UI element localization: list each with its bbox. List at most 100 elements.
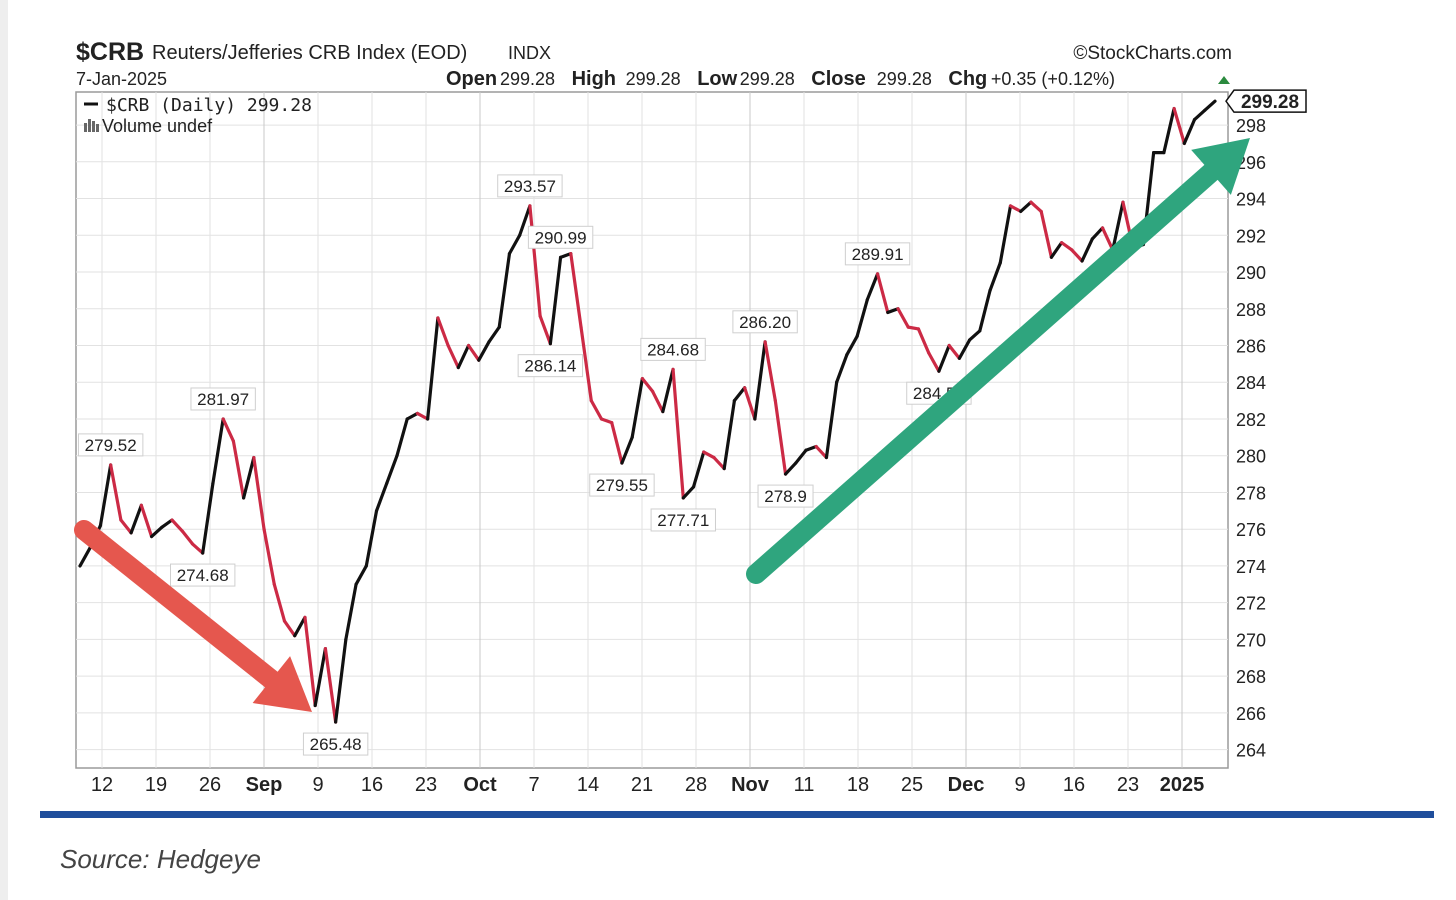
annotation-label: 289.91 — [852, 245, 904, 264]
ohlc-value: 299.28 — [626, 69, 681, 89]
last-value-box — [1225, 89, 1307, 113]
y-tick-label: 264 — [1236, 741, 1266, 761]
price-segment — [978, 288, 992, 333]
annotation-box — [732, 310, 798, 334]
price-segment — [426, 316, 440, 421]
annotation-box — [844, 242, 911, 266]
annotation-box — [640, 337, 706, 361]
price-segment — [344, 582, 358, 642]
last-value-label: 299.28 — [1241, 92, 1299, 113]
price-segment — [160, 518, 174, 529]
price-segment — [231, 439, 246, 500]
annotation-label: 265.48 — [310, 735, 362, 754]
y-tick-label: 292 — [1236, 226, 1266, 246]
y-tick-label: 278 — [1236, 483, 1266, 503]
annotation-label: 277.71 — [657, 511, 709, 530]
price-segment — [722, 399, 737, 471]
price-segment — [998, 204, 1013, 265]
annotation-box — [757, 484, 814, 508]
annotation-label: 274.68 — [177, 566, 229, 585]
price-segment — [201, 481, 215, 555]
y-tick-label: 286 — [1236, 337, 1266, 357]
price-segment — [1090, 226, 1105, 241]
ohlc-label: Open — [446, 68, 497, 90]
x-tick-label: 11 — [794, 774, 815, 796]
ohlc-label: Close — [811, 68, 865, 90]
price-segment — [957, 338, 972, 360]
price-segment — [845, 334, 859, 357]
price-segment — [395, 417, 409, 458]
y-tick-label: 280 — [1236, 447, 1266, 467]
x-tick-label: 26 — [199, 774, 221, 796]
annotation-box — [302, 732, 369, 756]
price-annotations: 279.52 274.68 281.97 265.48 293.57 286.14 290.… — [77, 174, 972, 756]
price-segment — [109, 463, 123, 522]
annotation-label: 286.14 — [524, 357, 576, 376]
x-tick-label: Dec — [948, 774, 985, 796]
x-tick-label: Sep — [246, 774, 283, 796]
annotation-label: 279.55 — [596, 476, 648, 495]
price-segment — [589, 399, 604, 421]
annotation-box — [497, 174, 563, 198]
price-segment — [1111, 200, 1125, 252]
price-segment — [661, 367, 675, 414]
price-segment — [569, 252, 583, 329]
price-segment — [579, 325, 593, 403]
y-tick-label: 274 — [1236, 557, 1266, 577]
price-segment — [405, 411, 420, 421]
price-segment — [681, 485, 696, 500]
price-segment — [262, 527, 276, 586]
x-tick-label: Oct — [463, 774, 497, 796]
price-segment — [149, 525, 164, 539]
stockcharts-credit: ©StockCharts.com — [1073, 43, 1232, 64]
price-segment — [558, 252, 573, 259]
price-segment — [374, 481, 389, 513]
price-segment — [916, 327, 931, 355]
price-segment — [98, 463, 113, 528]
price-segment — [620, 435, 634, 465]
price-segment — [967, 329, 982, 342]
price-segment — [794, 448, 808, 465]
ohlc-label: Low — [697, 68, 737, 90]
annotation-label: 278.9 — [764, 487, 807, 506]
ohlc-value: +0.35 (+0.12%) — [991, 69, 1115, 89]
price-segment — [1100, 226, 1115, 252]
annotation-box — [77, 433, 144, 457]
x-tick-label: 25 — [901, 774, 923, 796]
price-segment — [364, 509, 379, 568]
x-tick-label: 16 — [361, 774, 383, 796]
price-segment — [477, 340, 491, 362]
annotation-label: 279.52 — [85, 436, 137, 455]
price-segment — [1080, 237, 1094, 263]
x-tick-label: 2025 — [1160, 774, 1205, 796]
price-segment — [824, 380, 839, 460]
x-tick-label: 16 — [1063, 774, 1085, 796]
up-arrow-shaft — [746, 162, 1222, 584]
price-segment — [180, 529, 195, 546]
price-segment — [763, 340, 777, 403]
price-segment — [927, 351, 941, 373]
annotation-label: 286.20 — [739, 313, 791, 332]
price-segment — [691, 450, 706, 489]
y-tick-label: 284 — [1236, 373, 1266, 393]
left-margin-strip — [0, 0, 8, 900]
price-segment — [507, 233, 522, 256]
price-segment — [804, 444, 818, 452]
down-arrow-shaft — [74, 520, 282, 690]
y-tick-label: 268 — [1236, 667, 1266, 687]
price-segment — [1162, 106, 1176, 155]
price-segment — [773, 399, 788, 476]
price-segment — [640, 376, 655, 394]
ohlc-value: 299.28 — [877, 69, 932, 89]
y-tick-label: 266 — [1236, 704, 1266, 724]
price-segment — [129, 503, 143, 535]
last-value-marker: 299.28 — [1225, 89, 1307, 113]
price-segment — [1192, 108, 1207, 122]
annotation-box — [170, 563, 236, 587]
price-segment — [1070, 248, 1084, 263]
x-tick-label: 23 — [1117, 774, 1139, 796]
annotation-box — [190, 387, 256, 411]
y-tick-label: 270 — [1236, 630, 1266, 650]
price-segment — [334, 637, 348, 724]
trend-arrows — [74, 138, 1250, 712]
